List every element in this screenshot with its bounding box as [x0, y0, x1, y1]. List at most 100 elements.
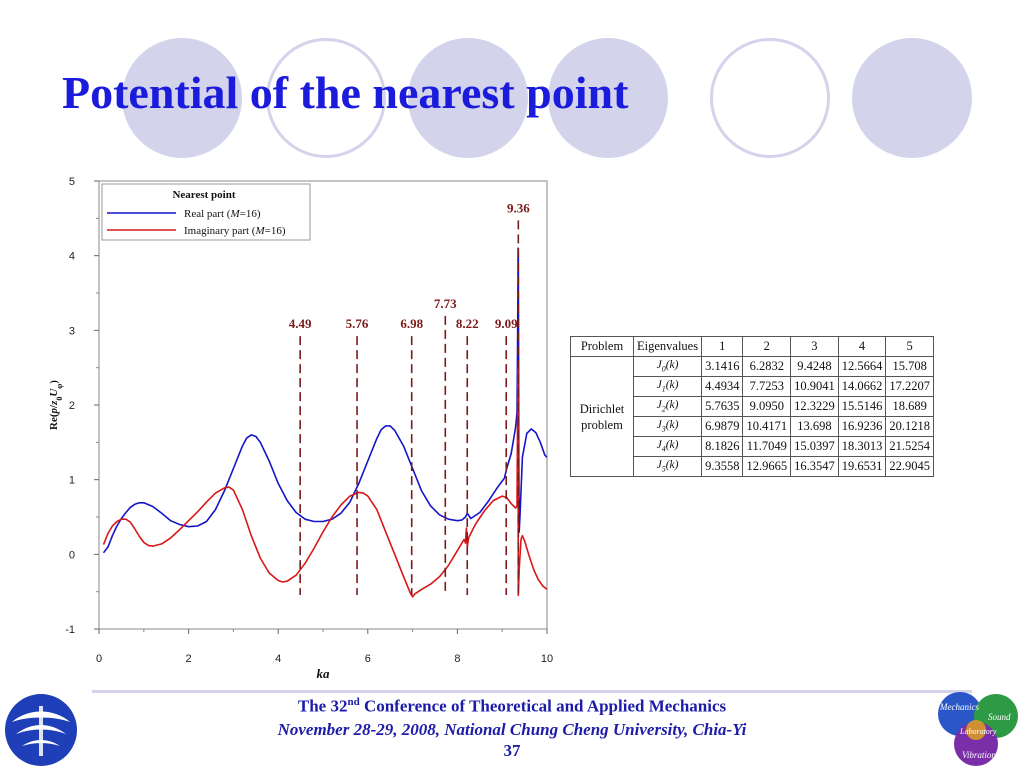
x-tick-label: 0 [96, 653, 102, 665]
table-row: J3(k) 6.9879 10.4171 13.698 16.9236 20.1218 [571, 416, 934, 437]
series-line-real [102, 247, 548, 554]
eigenvalue-marker-label: 8.22 [456, 316, 479, 331]
eigenvalue-cell: 18.689 [885, 396, 934, 417]
eigenvalue-cell: 22.9045 [885, 456, 934, 477]
eigenvalue-cell: 17.2207 [885, 376, 934, 397]
table-col-header: 4 [837, 336, 887, 357]
eigenvalue-cell: 16.3547 [790, 456, 839, 477]
decor-circle [408, 38, 528, 158]
university-logo [5, 694, 77, 766]
table-row: J5(k) 9.3558 12.9665 16.3547 19.6531 22.9045 [571, 456, 934, 477]
bessel-function-order: 0 [661, 364, 666, 374]
decor-ring [266, 38, 386, 158]
table-corner-cell: Problem [570, 336, 634, 357]
y-axis-label-part: φ [55, 384, 64, 389]
bessel-function-symbol: J [656, 439, 662, 452]
eigenvalue-cell: 10.4171 [742, 416, 792, 437]
eigenvalue-marker-label: 7.73 [434, 296, 457, 311]
eigenvalue-cell: 4.4934 [701, 376, 744, 397]
eigenvalue-table: Problem Eigenvalues 1 2 3 4 5 Dirichlet … [570, 336, 934, 477]
bessel-function-arg: (k) [665, 459, 679, 472]
lab-logo-word: Mechanics [939, 702, 979, 712]
eigenvalue-marker-label: 9.09 [495, 316, 518, 331]
eigenvalue-marker-label: 4.49 [289, 316, 312, 331]
eigenvalue-cell: 9.3558 [701, 456, 744, 477]
bessel-function-cell: J5(k) [632, 456, 703, 477]
bessel-function-arg: (k) [665, 419, 679, 432]
decor-ring [710, 38, 830, 158]
y-axis-label-part: z [48, 400, 60, 406]
legend-label-part: M [229, 208, 240, 220]
x-axis-label: ka [317, 666, 331, 681]
conference-date-venue: November 28-29, 2008, National Chung Che… [277, 720, 747, 739]
eigenvalue-cell: 15.708 [885, 356, 934, 377]
y-axis-label-part: 0 [55, 397, 64, 401]
bessel-function-order: 5 [661, 464, 666, 474]
bessel-function-arg: (k) [665, 359, 679, 372]
eigenvalue-cell: 3.1416 [701, 356, 744, 377]
x-tick-label: 6 [365, 653, 371, 665]
eigenvalue-cell: 21.5254 [885, 436, 934, 457]
y-tick-label: 3 [69, 325, 75, 337]
legend-label-part: Imaginary part ( [184, 225, 256, 237]
conference-title-post: Conference of Theoretical and Applied Me… [359, 696, 727, 716]
legend-label-part: =16) [240, 208, 261, 220]
table-col-header: 1 [701, 336, 744, 357]
lab-logo-word: Sound [988, 712, 1011, 722]
eigenvalue-cell: 19.6531 [837, 456, 887, 477]
bessel-function-order: 3 [661, 424, 666, 434]
bessel-function-symbol: J [656, 359, 662, 372]
table-col-header: 3 [790, 336, 839, 357]
bessel-function-cell: J1(k) [632, 376, 703, 397]
y-tick-label: 0 [69, 549, 75, 561]
y-tick-label: 2 [69, 400, 75, 412]
bessel-function-symbol: J [656, 419, 662, 432]
eigenvalue-cell: 6.9879 [701, 416, 744, 437]
y-axis-label-part: p [48, 407, 60, 414]
eigenvalue-marker-label: 5.76 [346, 316, 369, 331]
conference-title-pre: The 32 [297, 696, 348, 716]
footer-divider [92, 690, 972, 693]
decor-circle [852, 38, 972, 158]
table-row: J1(k) 4.4934 7.7253 10.9041 14.0662 17.2207 [571, 376, 934, 397]
bessel-function-symbol: J [656, 399, 662, 412]
y-axis-label-part: / [48, 404, 60, 409]
y-axis-label-part: U [48, 388, 60, 397]
eigenvalue-cell: 7.7253 [742, 376, 792, 397]
page-number: 37 [503, 741, 521, 760]
eigenvalue-marker-label: 6.98 [400, 316, 423, 331]
eigenvalue-cell: 12.9665 [742, 456, 792, 477]
lab-logo-word: Laboratory [959, 727, 997, 736]
bessel-function-order: 2 [661, 404, 666, 414]
y-tick-label: 4 [69, 251, 75, 263]
eigenvalue-cell: 15.5146 [837, 396, 887, 417]
eigenvalue-cell: 16.9236 [837, 416, 887, 437]
eigenvalue-cell: 11.7049 [742, 436, 792, 457]
series-line-imag [102, 366, 548, 598]
legend-label: Imaginary part (M=16) [184, 225, 286, 237]
legend-label-part: M [254, 225, 265, 237]
eigenvalue-cell: 20.1218 [885, 416, 934, 437]
eigenvalue-cell: 10.9041 [790, 376, 839, 397]
legend-title: Nearest point [172, 189, 235, 201]
x-tick-label: 2 [186, 653, 192, 665]
y-axis-label: Re(p/z0Uφ) [48, 380, 64, 430]
y-tick-label: 5 [69, 176, 75, 188]
table-row: J4(k) 8.1826 11.7049 15.0397 18.3013 21.5254 [571, 436, 934, 457]
x-tick-label: 4 [275, 653, 281, 665]
bessel-function-cell: J3(k) [632, 416, 703, 437]
table-col-header: 5 [885, 336, 934, 357]
table-col-header: 2 [742, 336, 792, 357]
bessel-function-arg: (k) [665, 439, 679, 452]
conference-title: The 32nd Conference of Theoretical and A… [0, 696, 1024, 717]
plot-frame [98, 180, 548, 630]
bessel-function-order: 4 [661, 444, 666, 454]
slide-title: Potential of the nearest point [62, 67, 629, 118]
bessel-function-cell: J0(k) [632, 356, 703, 377]
eigenvalue-marker-label: 9.36 [507, 200, 530, 215]
y-tick-label: -1 [65, 624, 75, 636]
table-problem-cell: Dirichlet problem [570, 356, 634, 477]
decor-circle [122, 38, 242, 158]
eigenvalue-cell: 9.0950 [742, 396, 792, 417]
eigenvalue-cell: 14.0662 [837, 376, 887, 397]
